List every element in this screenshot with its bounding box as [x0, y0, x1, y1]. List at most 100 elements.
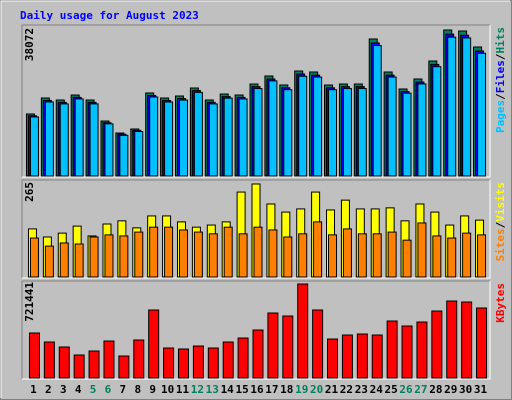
bar: [119, 134, 129, 177]
x-tick-label: 31: [474, 383, 488, 396]
bar: [432, 66, 442, 177]
bar: [253, 226, 263, 278]
x-tick-label: 19: [295, 383, 308, 396]
x-tick-label: 27: [414, 383, 427, 396]
x-tick-label: 11: [176, 383, 190, 396]
bar: [73, 354, 85, 379]
bar: [401, 325, 413, 379]
x-tick-label: 6: [105, 383, 112, 396]
legend: KBytes: [494, 283, 507, 323]
bar: [387, 231, 397, 278]
x-tick-label: 1: [30, 383, 37, 396]
bar: [283, 89, 293, 177]
x-tick-label: 14: [221, 383, 235, 396]
x-tick-label: 8: [134, 383, 141, 396]
bar: [371, 334, 383, 379]
bar: [238, 233, 248, 278]
x-tick-label: 16: [250, 383, 264, 396]
x-tick-label: 7: [120, 383, 127, 396]
bar: [59, 242, 69, 278]
bar: [238, 98, 248, 177]
bar: [149, 96, 159, 177]
bar: [223, 226, 233, 278]
bar: [357, 88, 367, 177]
bar: [207, 347, 219, 379]
x-tick-label: 30: [459, 383, 472, 396]
bar: [103, 340, 115, 379]
bar: [134, 131, 144, 177]
bar: [402, 239, 412, 278]
bar: [252, 329, 264, 379]
bar: [446, 300, 458, 379]
y-tick-label: 265: [23, 182, 36, 202]
bar: [356, 333, 368, 379]
bar: [223, 97, 233, 177]
plot-bevel: [22, 25, 491, 178]
bar: [447, 36, 457, 177]
bar: [89, 103, 99, 177]
bar: [283, 236, 293, 278]
bar: [119, 235, 129, 278]
bar: [477, 52, 487, 177]
bar: [372, 233, 382, 278]
chart-title: Daily usage for August 2023: [20, 9, 199, 22]
legend-entry: Visits: [494, 182, 507, 222]
bar: [402, 92, 412, 177]
bar: [328, 234, 338, 278]
bar: [178, 99, 188, 177]
bar: [88, 350, 100, 379]
bar: [193, 231, 203, 278]
bar: [208, 103, 218, 177]
x-tick-label: 26: [399, 383, 413, 396]
x-tick-label: 5: [90, 383, 97, 396]
legend: Pages/Files/Hits: [494, 27, 507, 133]
bar: [447, 237, 457, 278]
bar: [342, 228, 352, 278]
bar: [462, 37, 472, 177]
legend-entry: Sites: [494, 228, 507, 261]
bar: [43, 341, 55, 379]
bar: [59, 103, 69, 177]
legend-separator: /: [494, 53, 507, 60]
bar: [28, 332, 40, 379]
bar: [193, 91, 203, 177]
bar: [29, 237, 39, 278]
bar: [341, 334, 353, 379]
bar: [476, 307, 488, 379]
bar: [118, 355, 130, 379]
bar: [164, 101, 174, 177]
bar: [178, 229, 188, 278]
bar: [163, 347, 175, 379]
bar: [297, 283, 309, 379]
bar: [149, 226, 159, 278]
bar: [268, 80, 278, 177]
x-tick-label: 24: [370, 383, 384, 396]
bar: [104, 123, 114, 177]
x-tick-label: 15: [235, 383, 248, 396]
bar: [237, 337, 249, 379]
plot-bevel: [21, 179, 490, 278]
bar: [222, 341, 234, 379]
bar: [74, 98, 84, 177]
x-tick-label: 29: [444, 383, 457, 396]
bar: [327, 338, 339, 379]
bar: [417, 222, 427, 278]
bar: [133, 339, 145, 379]
legend-separator: /: [494, 221, 507, 228]
bar: [148, 309, 160, 379]
bar: [44, 245, 54, 278]
bar: [192, 345, 204, 379]
x-tick-label: 23: [355, 383, 368, 396]
legend-entry: Pages: [494, 100, 507, 133]
bar: [417, 83, 427, 177]
plot-bevel: [22, 180, 491, 279]
bar: [461, 301, 473, 379]
x-tick-label: 12: [191, 383, 204, 396]
bar: [89, 236, 99, 278]
bar: [164, 226, 174, 278]
plot-bevel: [21, 24, 490, 177]
bar: [312, 309, 324, 379]
legend-separator: /: [494, 93, 507, 100]
legend-entry: Files: [494, 60, 507, 93]
